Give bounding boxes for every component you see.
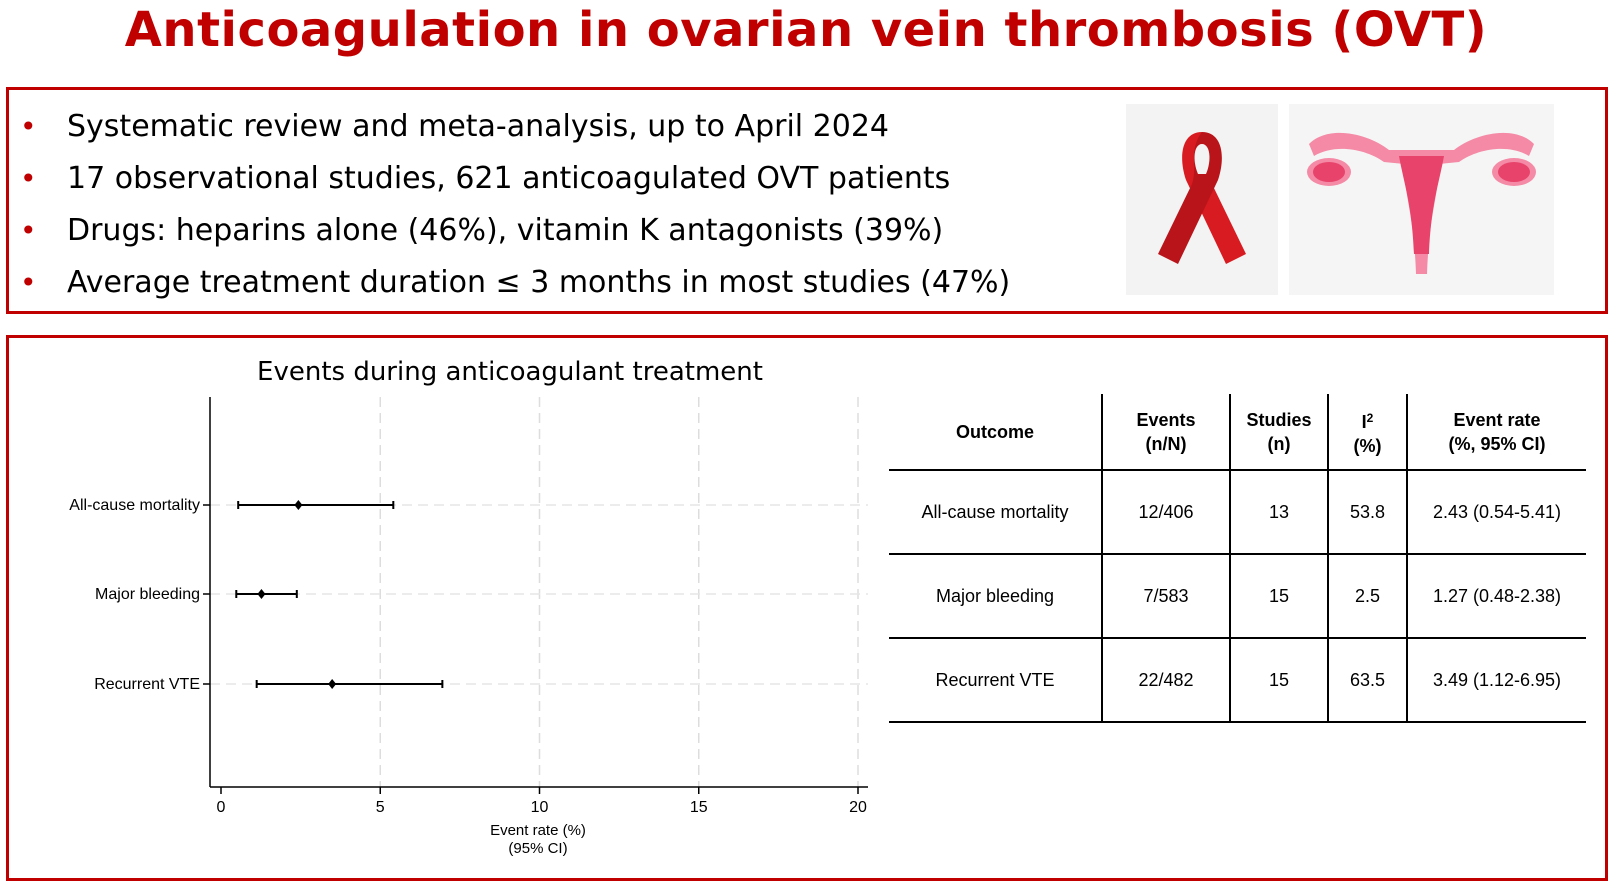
chart-axes: 0 5 10 15 20 All-cause mortality Major bleedin… (69, 397, 868, 816)
x-axis-label-ci: (95% CI) (508, 840, 567, 857)
category-label: All-cause mortality (69, 497, 200, 514)
bullet-dot-icon: • (20, 110, 37, 143)
awareness-ribbon-image (1126, 104, 1278, 295)
point-estimate-marker (294, 500, 303, 510)
summary-panel (6, 87, 1608, 314)
cell-outcome: Major bleeding (889, 554, 1102, 639)
table-row: All-cause mortality 12/406 13 53.8 2.43 … (889, 470, 1586, 555)
uterus-illustration (1289, 104, 1554, 295)
header-outcome: Outcome (889, 394, 1102, 471)
cell-events: 7/583 (1101, 554, 1230, 639)
table-row: Recurrent VTE 22/482 15 63.5 3.49 (1.12-… (889, 638, 1586, 723)
point-estimate-marker (257, 589, 266, 599)
cell-rate: 2.43 (0.54-5.41) (1406, 470, 1586, 555)
table-row: Major bleeding 7/583 15 2.5 1.27 (0.48-2… (889, 554, 1586, 639)
cell-rate: 1.27 (0.48-2.38) (1406, 554, 1586, 639)
header-event-rate: Event rate (%, 95% CI) (1406, 394, 1586, 471)
cell-events: 22/482 (1101, 638, 1230, 723)
bullet-item: • Systematic review and meta-analysis, up… (20, 101, 1010, 153)
chart-marks (235, 500, 444, 689)
x-axis-label: Event rate (%) (490, 822, 586, 839)
cell-studies: 15 (1229, 638, 1328, 723)
chart-grid (210, 397, 868, 787)
category-label: Major bleeding (95, 586, 200, 603)
ribbon-icon (1158, 132, 1246, 264)
chart-title: Events during anticoagulant treatment (257, 357, 763, 387)
uterus-icon (1307, 132, 1536, 274)
page-title: Anticoagulation in ovarian vein thrombos… (124, 2, 1488, 58)
cell-outcome: All-cause mortality (889, 470, 1102, 555)
x-tick-label: 20 (849, 799, 867, 816)
cell-outcome: Recurrent VTE (889, 638, 1102, 723)
bullet-item: • Drugs: heparins alone (46%), vitamin K … (20, 205, 1010, 257)
cell-i2: 53.8 (1327, 470, 1407, 555)
cell-events: 12/406 (1101, 470, 1230, 555)
header-studies: Studies (n) (1229, 394, 1328, 471)
bullet-item: • Average treatment duration ≤ 3 months i… (20, 257, 1010, 309)
results-table: Outcome Events (n/N) Studies (n) I2 (%) Eve… (889, 394, 1586, 723)
category-label: Recurrent VTE (94, 676, 200, 693)
bullet-dot-icon: • (20, 266, 37, 299)
point-estimate-marker (328, 679, 337, 689)
cell-rate: 3.49 (1.12-6.95) (1406, 638, 1586, 723)
bullet-dot-icon: • (20, 214, 37, 247)
results-panel (6, 335, 1608, 881)
forest-plot: Events during anticoagulant treatment 0 5… (69, 357, 868, 857)
table-header-row: Outcome Events (n/N) Studies (n) I2 (%) Eve… (889, 394, 1586, 471)
header-events: Events (n/N) (1101, 394, 1230, 471)
header-i2: I2 (%) (1327, 394, 1407, 471)
bullet-dot-icon: • (20, 162, 37, 195)
x-tick-label: 10 (531, 799, 549, 816)
x-tick-label: 5 (376, 799, 385, 816)
cell-i2: 63.5 (1327, 638, 1407, 723)
cell-i2: 2.5 (1327, 554, 1407, 639)
x-tick-label: 0 (217, 799, 226, 816)
cell-studies: 15 (1229, 554, 1328, 639)
summary-bullets: • Systematic review and meta-analysis, up… (20, 101, 1010, 309)
x-tick-label: 15 (690, 799, 708, 816)
bullet-item: • 17 observational studies, 621 anticoagu… (20, 153, 1010, 205)
cell-studies: 13 (1229, 470, 1328, 555)
